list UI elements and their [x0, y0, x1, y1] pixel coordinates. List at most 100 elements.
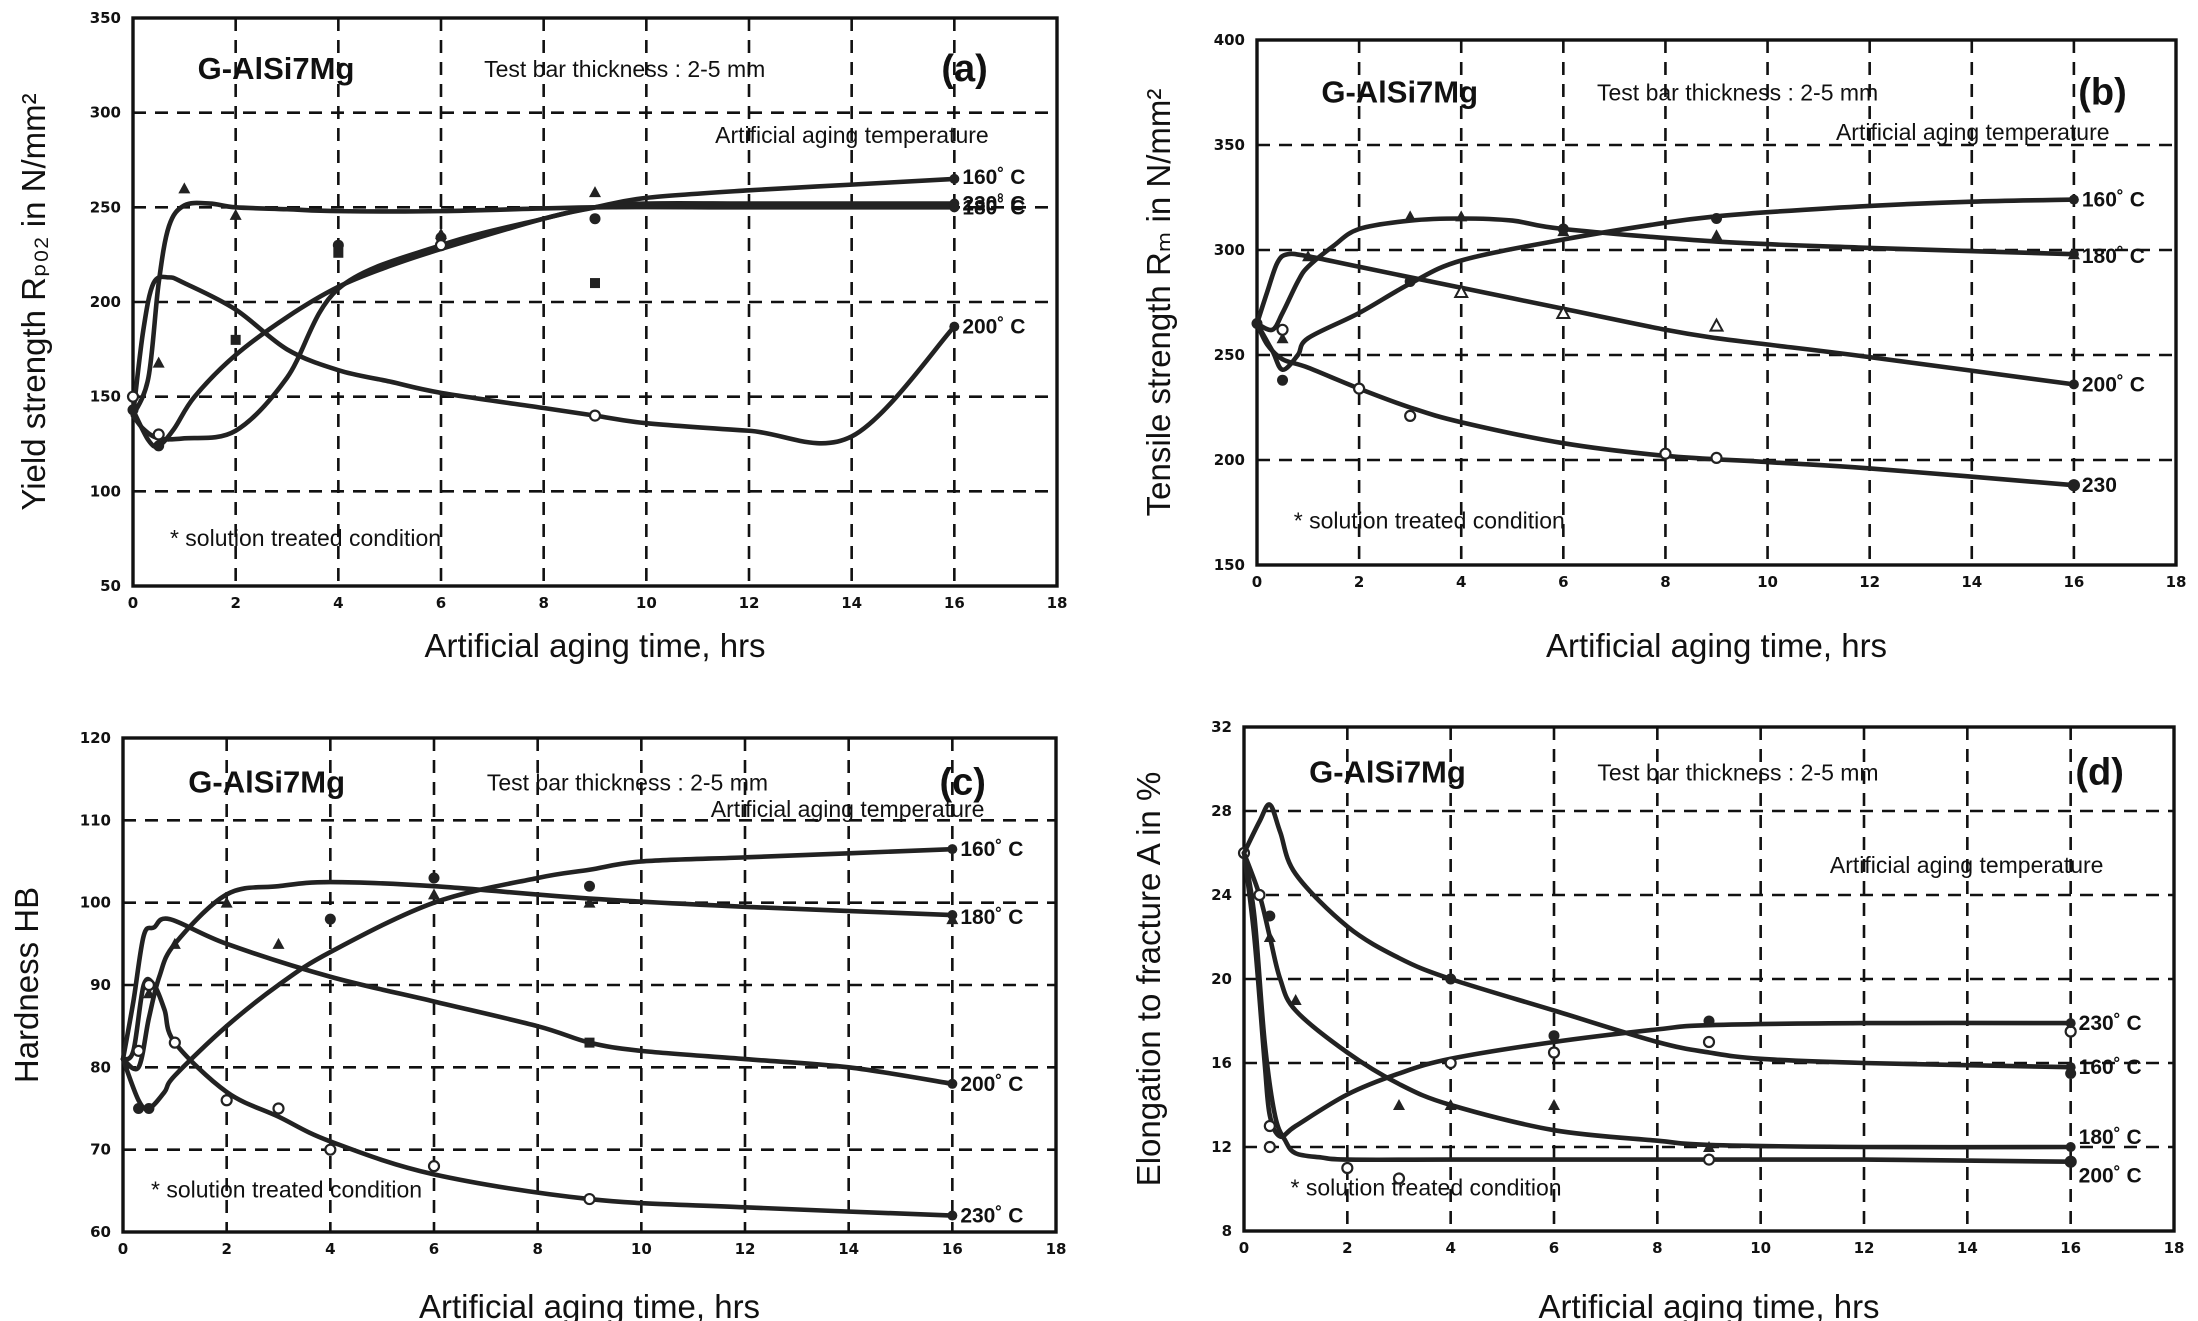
series-label: 160˚ C: [2079, 1056, 2142, 1079]
data-point: [152, 356, 165, 368]
x-tick-label: 14: [1961, 573, 1982, 591]
data-point: [1557, 225, 1570, 237]
data-point: [1392, 1172, 1406, 1185]
x-tick-label: 0: [128, 594, 138, 612]
data-point: [589, 213, 601, 225]
x-tick-label: 16: [2060, 1239, 2081, 1257]
x-axis-title: Artificial aging time, hrs: [419, 1288, 760, 1321]
y-axis-title: Hardness HB: [8, 887, 45, 1083]
x-tick-label: 18: [2166, 573, 2187, 591]
alloy-label: G-AlSi7Mg: [1309, 754, 1466, 789]
data-point: [152, 428, 165, 441]
y-tick-label: 350: [90, 9, 121, 27]
data-point: [1263, 1140, 1276, 1154]
data-point: [1702, 1153, 1716, 1166]
x-tick-label: 18: [1047, 594, 1068, 612]
data-point: [584, 1037, 595, 1048]
series-line-3: [130, 274, 957, 446]
data-point: [1455, 210, 1468, 222]
x-tick-label: 10: [1750, 1239, 1771, 1257]
x-tick-label: 8: [1660, 573, 1670, 591]
data-point: [143, 1103, 155, 1114]
series-line-1: [130, 176, 957, 449]
aging-temperature-label: Artificial aging temperature: [715, 122, 989, 148]
data-point: [1547, 1046, 1561, 1059]
panel-tag: (c): [939, 761, 985, 803]
data-point: [126, 390, 140, 403]
data-point: [1445, 973, 1457, 985]
test-bar-label: Test bar thickness : 2-5 mm: [484, 56, 765, 82]
data-point: [272, 1102, 285, 1115]
x-axis-title: Artificial aging time, hrs: [424, 627, 765, 664]
series-label: 200˚ C: [2082, 373, 2145, 396]
data-point: [220, 896, 233, 908]
data-point: [229, 208, 242, 220]
series-end-point: [2068, 249, 2079, 260]
data-point: [1444, 1056, 1457, 1070]
y-tick-label: 350: [1214, 136, 1245, 154]
data-point: [1404, 210, 1417, 222]
series-line-4: [130, 200, 957, 442]
x-tick-label: 16: [942, 1240, 963, 1258]
solution-note: * solution treated condition: [170, 525, 441, 551]
data-point: [434, 239, 448, 252]
x-tick-label: 6: [1549, 1239, 1559, 1257]
series-label: 200˚ C: [960, 1073, 1023, 1096]
x-tick-label: 12: [739, 594, 760, 612]
x-tick-label: 10: [631, 1240, 652, 1258]
x-tick-label: 14: [838, 1240, 859, 1258]
x-tick-label: 16: [2063, 573, 2084, 591]
x-tick-label: 6: [429, 1240, 439, 1258]
y-tick-label: 8: [1222, 1222, 1232, 1240]
data-point: [142, 978, 156, 992]
series-line-2: [1241, 802, 2073, 1070]
test-bar-label: Test bar thickness : 2-5 mm: [487, 769, 768, 795]
x-tick-label: 8: [1652, 1239, 1662, 1257]
data-point: [589, 186, 601, 198]
data-point: [230, 334, 241, 345]
data-point: [178, 182, 191, 194]
y-tick-label: 150: [90, 388, 121, 406]
series-line-2: [1254, 216, 2077, 333]
x-tick-label: 14: [841, 594, 862, 612]
data-point: [583, 896, 596, 908]
series-line-3: [120, 916, 955, 1087]
aging-temperature-label: Artificial aging temperature: [1836, 119, 2110, 145]
x-tick-label: 4: [325, 1240, 335, 1258]
y-tick-label: 100: [90, 482, 121, 500]
series-label: 180˚ C: [960, 906, 1023, 929]
x-tick-label: 18: [1046, 1240, 1067, 1258]
chart-panel-2: 0 2 4 6 8 10 12 14 16 18 150 200 250 300 350 400 Artific…: [1140, 31, 2186, 664]
plot-frame: [1255, 38, 2178, 567]
x-tick-label: 0: [1239, 1239, 1249, 1257]
series-end-point: [2068, 194, 2079, 205]
data-point: [168, 937, 181, 949]
data-point: [1548, 1099, 1560, 1110]
series-label: 160˚ C: [960, 838, 1023, 861]
x-axis-title: Artificial aging time, hrs: [1546, 627, 1887, 664]
series-label: 200˚ C: [962, 316, 1025, 339]
data-point: [435, 227, 447, 239]
series-end-point: [2065, 1062, 2076, 1073]
x-tick-label: 18: [2164, 1239, 2185, 1257]
series-end-point: [949, 321, 960, 332]
y-tick-label: 24: [1211, 886, 1232, 904]
y-tick-label: 80: [90, 1058, 111, 1076]
series-end-point: [2068, 379, 2079, 390]
x-tick-label: 4: [1445, 1239, 1455, 1257]
data-point: [132, 1044, 145, 1057]
aging-temperature-label: Artificial aging temperature: [1830, 852, 2104, 878]
x-tick-label: 8: [538, 594, 548, 612]
data-point: [584, 880, 595, 892]
data-point: [1659, 447, 1672, 460]
y-tick-label: 300: [1214, 241, 1245, 259]
y-tick-label: 70: [90, 1141, 111, 1159]
data-point: [1253, 888, 1266, 902]
series-end-point: [949, 173, 960, 184]
y-tick-label: 90: [90, 976, 111, 994]
series-line-4: [1254, 321, 2077, 488]
data-point: [1708, 317, 1725, 332]
y-axis-title: Tensile strength Rₘ in N/mm²: [1140, 89, 1177, 517]
y-tick-label: 250: [1214, 346, 1245, 364]
